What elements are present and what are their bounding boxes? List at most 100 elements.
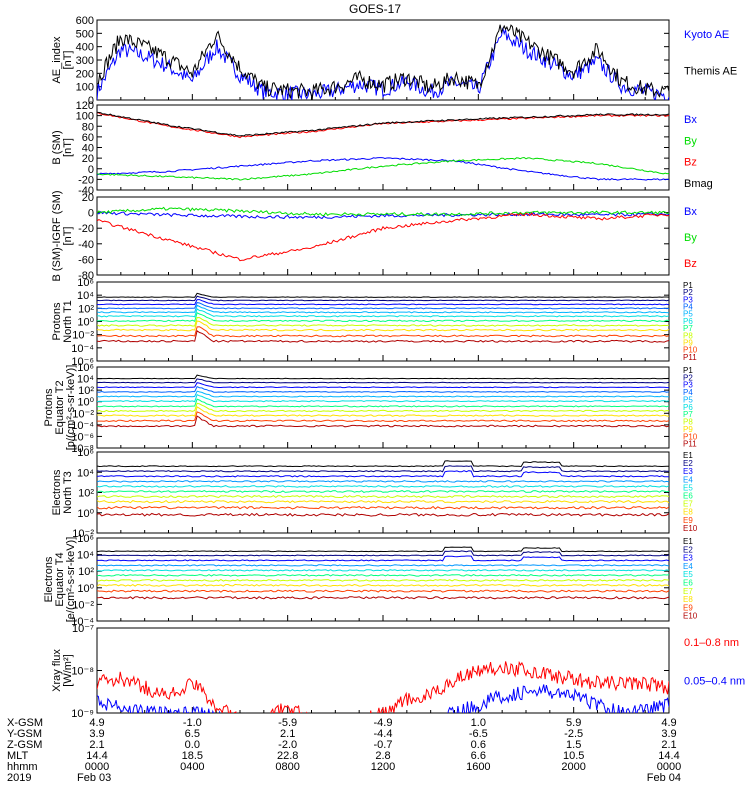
series-group-bsm: [97, 111, 669, 181]
ytick-label: 20: [82, 192, 94, 204]
ytick-label: 0: [88, 164, 94, 176]
yaxis-label-line: Protons: [43, 388, 55, 426]
series-line: [97, 485, 669, 488]
ytick-label: 100: [76, 82, 94, 94]
panel-frame-bigrf: [96, 196, 670, 276]
ytick-label: 200: [76, 68, 94, 80]
series-line: [97, 596, 669, 600]
ytick-label: -20: [78, 223, 94, 235]
series-line: [97, 378, 669, 384]
ephem-value: 0800: [275, 761, 299, 773]
legend-item: E1: [683, 451, 693, 460]
ytick-label: 40: [82, 143, 94, 155]
legend-item: P5: [683, 310, 693, 319]
ytick-label: 10²: [78, 488, 94, 500]
ytick-label: 10²: [78, 303, 94, 315]
series-line: [97, 156, 669, 181]
ephem-value: 0.6: [471, 739, 486, 751]
ephem-value: 22.8: [277, 750, 298, 762]
series-line: [97, 411, 669, 423]
series-line: [97, 583, 669, 587]
legend-item: Bx: [684, 206, 697, 218]
legend-item: Bmag: [684, 178, 713, 190]
series-line: [97, 206, 669, 217]
panel-frame-ae: [96, 19, 670, 101]
ephem-value: -2.5: [564, 728, 583, 740]
series-group-pn: [97, 292, 669, 343]
series-line: [97, 329, 669, 343]
ytick-label: 10⁰: [77, 508, 94, 520]
legend-item: E2: [683, 545, 693, 554]
ephem-value: 4.9: [89, 717, 104, 729]
ytick-label: 10⁻⁷: [72, 623, 94, 635]
ytick-label: 10⁻⁸: [71, 666, 94, 678]
yaxis-label-line: [nT]: [62, 51, 74, 70]
ytick-label: -80: [78, 270, 94, 282]
ephem-row-label: Z-GSM: [7, 739, 42, 751]
yaxis-label-line: [nT]: [62, 227, 74, 246]
legend-item: P2: [683, 373, 693, 382]
ytick-label: 10⁻²: [72, 330, 94, 342]
legend-item: E7: [683, 500, 693, 509]
ytick-label: -40: [78, 185, 94, 197]
yaxis-label-line: [nT]: [62, 138, 74, 157]
series-line: [97, 660, 669, 713]
legend-item: P5: [683, 395, 693, 404]
legend-item: P6: [683, 317, 693, 326]
series-line: [97, 157, 669, 181]
yaxis-label-ee: ElectronsEquator T4[e/(cm²-s-sr-keV)]: [43, 537, 77, 623]
series-line: [97, 390, 669, 398]
yaxis-label-xray: Xray flux[W/m²]: [51, 649, 74, 692]
ephem-value: 1600: [466, 761, 490, 773]
series-line: [97, 589, 669, 593]
legend-item: E3: [683, 467, 693, 476]
yaxis-label-line: [p/(cm²-s-sr-keV)]: [65, 365, 77, 451]
yaxis-label-bsm: B (SM)[nT]: [51, 130, 74, 164]
ytick-label: 10⁰: [77, 397, 94, 409]
series-line: [97, 320, 669, 332]
series-line: [97, 24, 669, 100]
series-group-ee: [97, 546, 669, 600]
legend-item: E9: [683, 516, 693, 525]
legend-item: E10: [683, 612, 698, 621]
legend-item: P11: [683, 353, 697, 362]
ytick-label: -60: [78, 254, 94, 266]
ytick-label: 10²: [78, 566, 94, 578]
ytick-label: 600: [76, 15, 94, 27]
ytick-label: 10⁻⁴: [71, 343, 94, 355]
ephem-value: -0.7: [374, 739, 393, 751]
series-line: [97, 112, 669, 139]
series-line: [97, 574, 669, 577]
yaxis-label-line: Electrons: [51, 469, 63, 515]
yaxis-label-en: ElectronsNorth T3: [51, 469, 74, 515]
legend-item: E4: [683, 562, 693, 571]
ephem-value: 2000: [561, 761, 585, 773]
ytick-label: 10⁻⁹: [71, 708, 94, 720]
yaxis-label-line: North T3: [62, 471, 74, 514]
series-line: [97, 299, 669, 306]
legend-item: E8: [683, 595, 693, 604]
series-line: [97, 316, 669, 327]
ephem-row-label: hhmm: [7, 761, 38, 773]
series-line: [97, 111, 669, 137]
ytick-label: 10⁻⁶: [71, 356, 94, 368]
legend-item: 0.05–0.4 nm: [684, 676, 745, 688]
ytick-label: 300: [76, 55, 94, 67]
ytick-label: 10⁻²: [72, 599, 94, 611]
series-line: [97, 312, 669, 323]
legend-item: E7: [683, 587, 693, 596]
yaxis-label-line: AE_index: [51, 36, 63, 84]
series-line: [97, 402, 669, 413]
ephem-value: Feb 03: [77, 772, 111, 784]
ephem-value: 5.9: [566, 717, 581, 729]
yaxis-label-line: B (SM)-IGRF (SM): [51, 190, 63, 281]
ephem-value: 1200: [371, 761, 395, 773]
ytick-label: 10⁰: [77, 317, 94, 329]
series-line: [97, 292, 669, 298]
ytick-label: -20: [78, 174, 94, 186]
ephem-value: -4.4: [374, 728, 393, 740]
series-group-xray: [97, 660, 669, 713]
legend-item: Themis AE: [684, 65, 737, 77]
legend-item: E9: [683, 603, 693, 612]
